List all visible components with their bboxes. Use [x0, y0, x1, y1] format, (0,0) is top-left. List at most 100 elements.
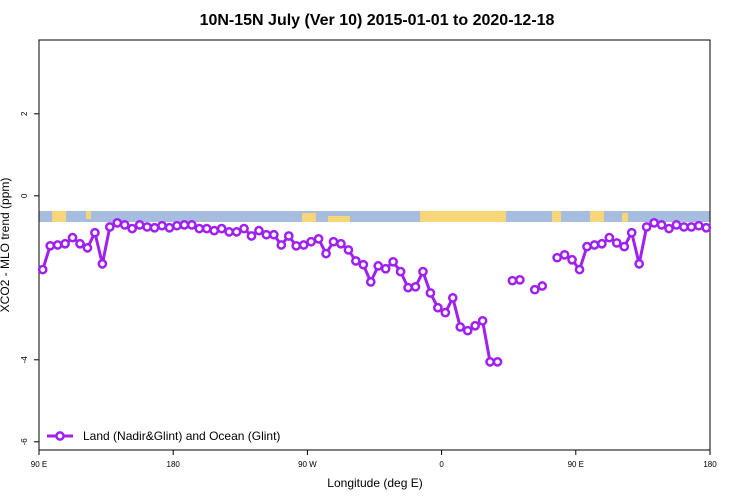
point	[358, 259, 369, 270]
point	[656, 220, 667, 230]
point	[701, 222, 712, 233]
point	[254, 225, 264, 236]
point	[298, 240, 309, 250]
point	[552, 252, 563, 263]
point	[194, 223, 205, 234]
point	[634, 259, 645, 269]
x-tick-label: 180	[167, 460, 181, 469]
point	[82, 243, 93, 253]
point	[343, 245, 354, 255]
point	[37, 264, 48, 275]
point	[395, 266, 406, 277]
point	[582, 241, 592, 252]
x-tick-label: 180	[703, 460, 717, 469]
point	[283, 231, 294, 241]
point	[239, 223, 249, 234]
y-tick-label: 0	[20, 193, 29, 198]
point	[269, 229, 279, 240]
point	[351, 256, 361, 266]
point	[119, 220, 130, 230]
point	[559, 249, 570, 260]
x-tick-label: 0	[439, 460, 444, 469]
point	[693, 220, 704, 231]
point	[104, 222, 115, 232]
point	[112, 218, 123, 228]
point	[529, 284, 540, 295]
y-tick-label: 2	[20, 111, 29, 116]
point	[306, 236, 316, 247]
point	[142, 222, 152, 232]
point	[52, 240, 63, 250]
point	[611, 238, 622, 248]
point	[418, 266, 428, 277]
point	[321, 248, 331, 259]
point	[336, 238, 346, 249]
y-tick-label: -6	[20, 438, 29, 446]
point	[574, 264, 585, 275]
point	[67, 232, 78, 243]
point	[589, 240, 600, 250]
point	[567, 254, 577, 265]
point	[515, 275, 525, 285]
point	[261, 229, 272, 240]
legend-marker	[55, 431, 65, 441]
point	[365, 277, 376, 287]
point	[149, 222, 160, 233]
point	[447, 293, 458, 303]
point	[231, 227, 242, 237]
point	[604, 232, 615, 243]
point	[380, 263, 391, 274]
point	[410, 281, 421, 292]
point	[641, 222, 652, 232]
y-axis-label: XCO2 - MLO trend (ppm)	[0, 178, 12, 313]
point	[328, 236, 339, 247]
point	[291, 240, 302, 251]
point	[619, 241, 630, 252]
point	[127, 223, 138, 234]
x-axis-label: Longitude (deg E)	[327, 476, 422, 490]
point	[134, 220, 145, 230]
y-tick-label: -4	[20, 356, 29, 364]
point	[209, 225, 220, 236]
point	[507, 275, 518, 286]
point	[403, 282, 413, 293]
point	[597, 238, 607, 249]
point	[537, 281, 548, 291]
point	[686, 222, 697, 232]
map-strip	[39, 211, 710, 222]
point	[179, 220, 190, 230]
plot-frame	[38, 39, 711, 451]
point	[433, 302, 443, 313]
chart-title: 10N-15N July (Ver 10) 2015-01-01 to 2020…	[200, 12, 555, 29]
point	[440, 307, 451, 318]
point	[492, 357, 503, 367]
point	[664, 223, 674, 234]
point	[455, 322, 466, 332]
point	[671, 220, 682, 230]
point	[97, 259, 108, 269]
point	[388, 256, 398, 267]
point	[201, 223, 212, 234]
point	[313, 234, 324, 244]
point	[477, 316, 488, 326]
point	[246, 231, 257, 241]
legend-label: Land (Nadir&Glint) and Ocean (Glint)	[83, 429, 280, 443]
point	[90, 227, 100, 238]
point	[626, 227, 637, 238]
point	[75, 238, 85, 249]
x-tick-label: 90 W	[298, 460, 317, 469]
point	[186, 220, 197, 230]
point	[216, 223, 227, 234]
point	[164, 222, 175, 233]
point	[172, 220, 182, 231]
x-tick-label: 90 E	[568, 460, 584, 469]
point	[157, 220, 167, 231]
point	[373, 261, 384, 271]
point	[470, 320, 480, 331]
point	[462, 325, 473, 336]
point	[45, 240, 56, 251]
point	[224, 227, 234, 237]
point	[425, 288, 436, 298]
point	[60, 238, 70, 249]
